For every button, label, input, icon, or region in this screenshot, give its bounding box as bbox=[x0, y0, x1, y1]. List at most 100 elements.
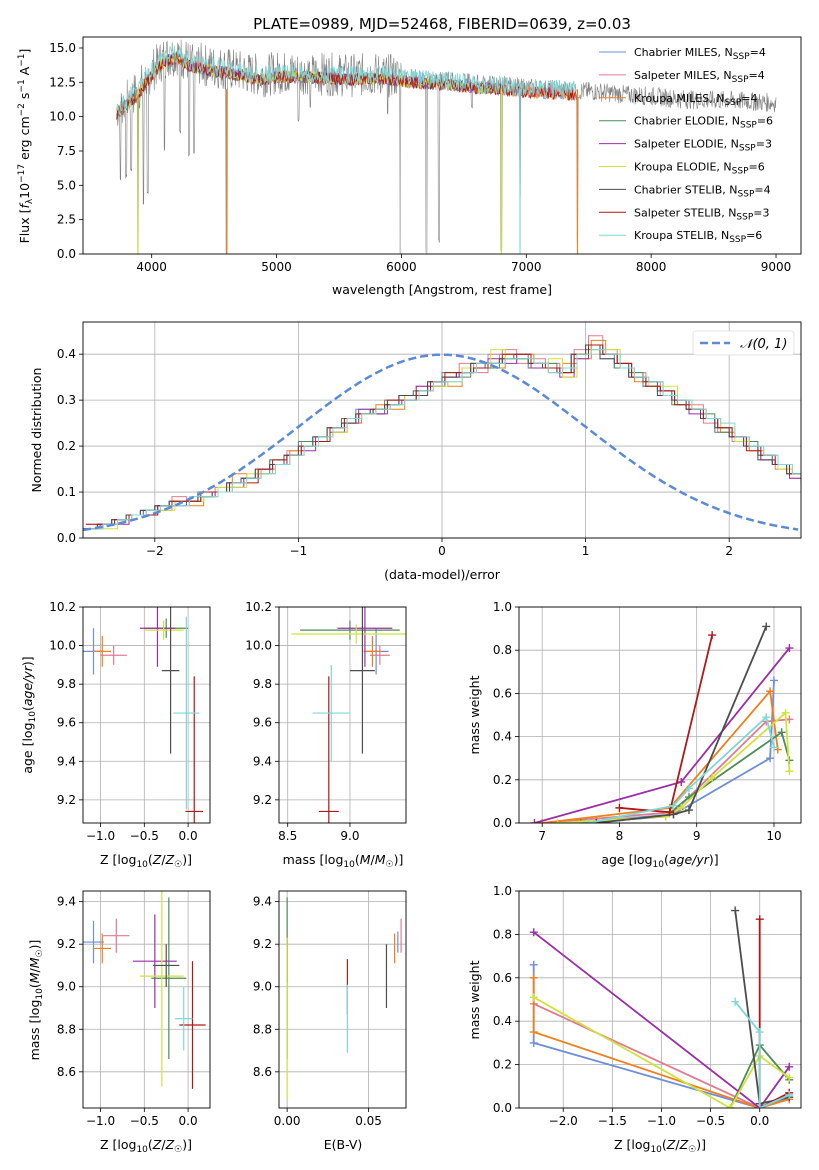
weight-line bbox=[532, 977, 790, 1108]
y-tick-label: 9.6 bbox=[57, 716, 76, 730]
model-spectrum-kroupa-stelib bbox=[116, 45, 577, 115]
y-tick-label: 9.8 bbox=[253, 677, 272, 691]
label-part: age/yr bbox=[20, 665, 35, 706]
mass-weight-vs-age-panel: 7 8 9 10 0.0 0.2 0.4 0.6 0.8 1.0 bbox=[493, 600, 802, 843]
label-part: =6 bbox=[749, 161, 765, 174]
weight-marker bbox=[769, 676, 778, 685]
y-tick-label: 7.5 bbox=[57, 144, 76, 158]
label-part: ☉ bbox=[35, 949, 45, 957]
weight-line bbox=[596, 626, 768, 823]
label-part: Z bbox=[165, 852, 175, 867]
label-part: 10 bbox=[136, 860, 148, 870]
weight-marker bbox=[677, 803, 686, 812]
y-tick-label: 0.2 bbox=[493, 1058, 512, 1072]
label-part: =4 bbox=[750, 46, 766, 59]
weight-line bbox=[734, 910, 790, 1105]
legend-entry: Salpeter MILES, NSSP=4 bbox=[634, 69, 765, 85]
label-part: λ bbox=[25, 198, 35, 204]
weight-marker bbox=[708, 631, 717, 640]
weight-marker bbox=[684, 784, 693, 793]
y-tick-label: 10.0 bbox=[49, 639, 76, 653]
hist-salpeter-miles bbox=[85, 335, 801, 525]
weight-marker bbox=[677, 777, 686, 786]
x-tick-label: 2 bbox=[725, 544, 733, 558]
x-axis-label: mass [log10(M/M☉)] bbox=[283, 852, 404, 870]
y-tick-label: 0.0 bbox=[493, 816, 512, 830]
y-tick-label: 9.2 bbox=[253, 793, 272, 807]
y-tick-label: 0.1 bbox=[57, 485, 76, 499]
label-part: Salpeter ELODIE, N bbox=[634, 138, 739, 151]
y-tick-label: 10.0 bbox=[245, 639, 272, 653]
weight-marker bbox=[584, 819, 593, 823]
legend-box bbox=[692, 330, 795, 356]
label-part: ( bbox=[664, 852, 669, 867]
x-tick-label: −2.0 bbox=[549, 1114, 578, 1128]
y-tick-label: 8.8 bbox=[253, 1022, 272, 1036]
label-part: Kroupa STELIB, N bbox=[634, 229, 729, 242]
label-part: Kroupa ELODIE, N bbox=[634, 161, 732, 174]
label-part: =6 bbox=[746, 229, 762, 242]
weight-marker bbox=[785, 1090, 794, 1099]
label-part: ( bbox=[20, 706, 35, 711]
weight-marker bbox=[615, 803, 624, 812]
x-tick-label: 0.0 bbox=[179, 1114, 198, 1128]
label-part: ] bbox=[17, 49, 32, 54]
y-tick-label: 9.2 bbox=[57, 937, 76, 951]
y-axis-label: mass weight bbox=[467, 675, 482, 754]
label-part: M bbox=[375, 852, 386, 867]
x-tick-label: 7 bbox=[538, 829, 546, 843]
label-part: Z [log bbox=[614, 1137, 650, 1152]
weight-marker bbox=[661, 812, 670, 821]
label-part: 10 bbox=[650, 1145, 662, 1155]
y-axis-label: age [log10(age/yr)] bbox=[20, 656, 38, 773]
axes-frame bbox=[82, 321, 802, 539]
y-axis-label: Flux [fλ10−17 erg cm−2 s−1 A−1] bbox=[17, 49, 35, 244]
label-part: =4 bbox=[754, 183, 770, 196]
label-part: age/yr bbox=[669, 852, 710, 867]
y-tick-label: 0.8 bbox=[493, 927, 512, 941]
x-axis-label: Z [log10(Z/Z☉)] bbox=[614, 1137, 706, 1155]
label-part: )] bbox=[394, 852, 404, 867]
y-tick-label: 15.0 bbox=[49, 41, 76, 55]
label-part: Z bbox=[679, 1137, 689, 1152]
y-tick-label: 8.8 bbox=[57, 1022, 76, 1036]
x-tick-label: 8 bbox=[616, 829, 624, 843]
weight-marker bbox=[781, 708, 790, 717]
x-tick-label: 9000 bbox=[761, 260, 792, 274]
weight-marker bbox=[708, 773, 717, 782]
age-vs-mass-panel: 8.5 9.0 9.2 9.4 9.6 9.8 10.0 10.2 bbox=[245, 600, 407, 843]
y-tick-label: 9.8 bbox=[57, 677, 76, 691]
weight-marker bbox=[684, 806, 693, 815]
label-part: 10 bbox=[28, 711, 38, 723]
weight-marker bbox=[529, 973, 538, 982]
plot-area bbox=[83, 891, 206, 1089]
label-part: M bbox=[360, 852, 371, 867]
y-axis-label: mass [log10(M/M☉)] bbox=[27, 940, 45, 1061]
figure-title: PLATE=0989, MJD=52468, FIBERID=0639, z=0… bbox=[253, 15, 631, 33]
weight-line bbox=[533, 996, 790, 1108]
label-part: / bbox=[675, 1137, 680, 1152]
label-part: ☉ bbox=[688, 1145, 696, 1155]
label-part: =4 bbox=[749, 69, 765, 82]
y-tick-label: 9.4 bbox=[253, 895, 272, 909]
label-part: s bbox=[17, 93, 32, 104]
label-part: −17 bbox=[17, 164, 27, 183]
y-tick-label: 0.2 bbox=[493, 773, 512, 787]
label-part: SSP bbox=[740, 120, 757, 130]
y-tick-label: 9.6 bbox=[253, 716, 272, 730]
y-tick-label: 0.0 bbox=[493, 1101, 512, 1115]
weight-marker bbox=[731, 997, 740, 1006]
label-part: )] bbox=[182, 852, 192, 867]
label-part: ( bbox=[148, 1137, 153, 1152]
y-tick-label: 0.0 bbox=[57, 531, 76, 545]
y-tick-label: 1.0 bbox=[493, 600, 512, 614]
x-tick-label: 1 bbox=[582, 544, 590, 558]
y-tick-label: 9.4 bbox=[57, 895, 76, 909]
y-tick-label: 0.6 bbox=[493, 971, 512, 985]
weight-marker bbox=[529, 928, 538, 937]
label-part: =6 bbox=[757, 115, 773, 128]
x-tick-label: 7000 bbox=[511, 260, 542, 274]
legend-entry: Chabrier STELIB, NSSP=4 bbox=[634, 183, 771, 199]
weight-marker bbox=[553, 819, 562, 823]
